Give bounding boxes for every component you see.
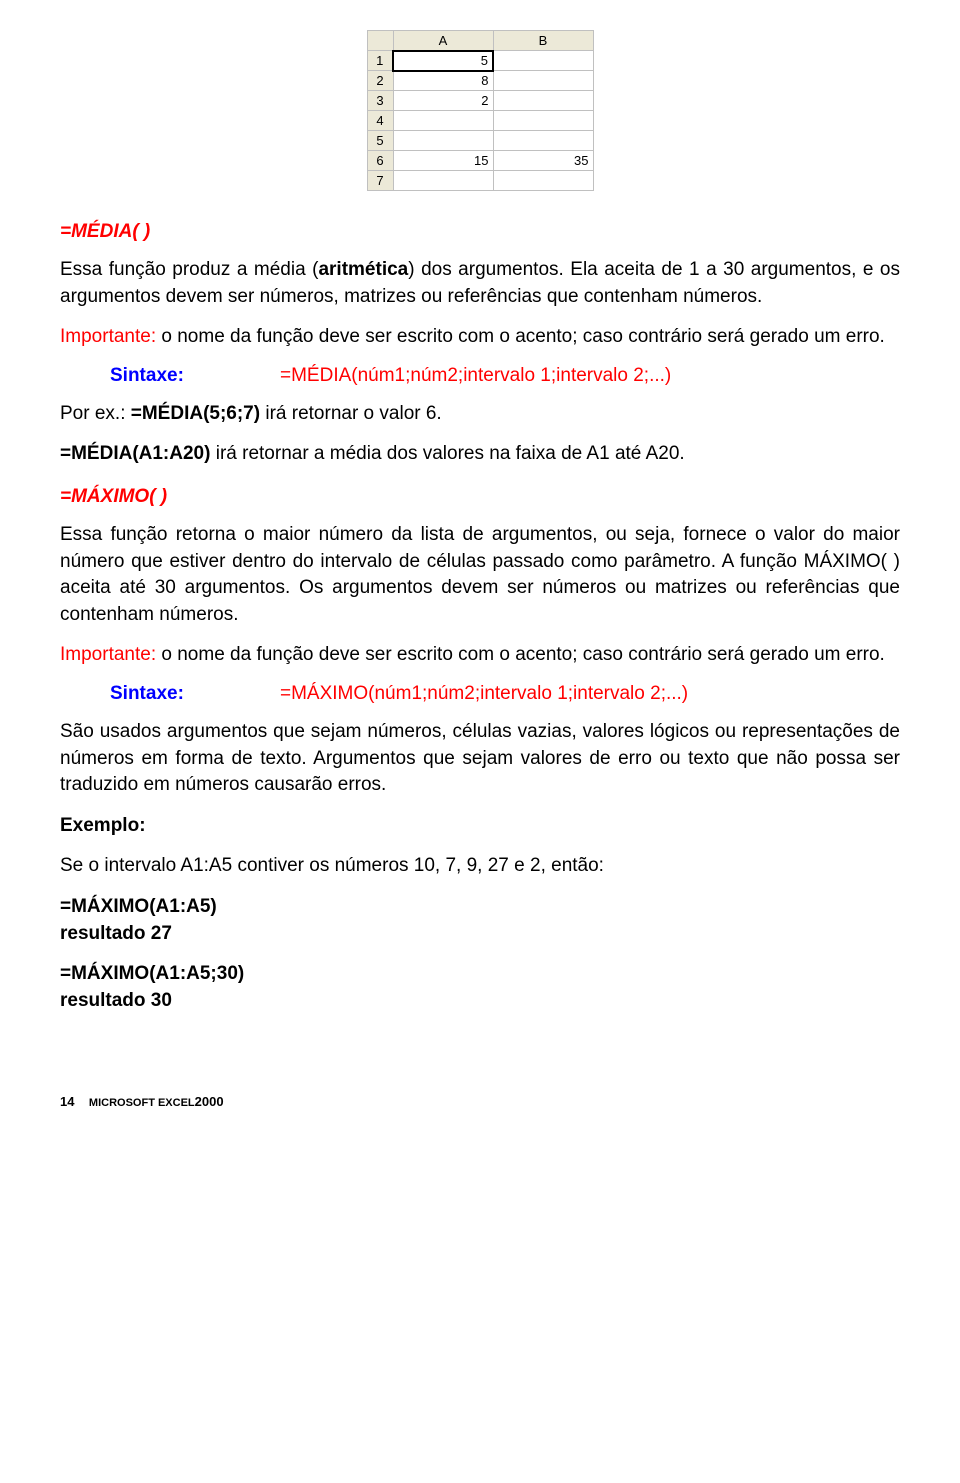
text-bold: aritmética	[318, 259, 408, 280]
result-1: =MÁXIMO(A1:A5) resultado 27	[60, 894, 900, 947]
cell-a2: 8	[393, 71, 493, 91]
result-text: resultado 27	[60, 923, 172, 944]
cell-a7	[393, 171, 493, 191]
cell-b1	[493, 51, 593, 71]
media-example-1: Por ex.: =MÉDIA(5;6;7) irá retornar o va…	[60, 401, 900, 428]
media-paragraph-1: Essa função produz a média (aritmética) …	[60, 257, 900, 310]
sintaxe-label: Sintaxe:	[60, 365, 280, 387]
footer-product: MICROSOFT EXCEL	[89, 1097, 195, 1109]
page-number: 14	[60, 1094, 74, 1109]
exemplo-text: Se o intervalo A1:A5 contiver os números…	[60, 853, 900, 880]
importante-text: o nome da função deve ser escrito com o …	[156, 326, 885, 347]
heading-maximo: =MÁXIMO( )	[60, 486, 900, 508]
col-header-b: B	[493, 31, 593, 51]
importante-label: Importante:	[60, 644, 156, 665]
row-header-5: 5	[367, 131, 393, 151]
text: irá retornar a média dos valores na faix…	[210, 443, 684, 464]
formula: =MÁXIMO(A1:A5)	[60, 896, 217, 917]
result-2: =MÁXIMO(A1:A5;30) resultado 30	[60, 961, 900, 1014]
media-sintaxe-row: Sintaxe: =MÉDIA(núm1;núm2;intervalo 1;in…	[60, 365, 900, 387]
text: irá retornar o valor 6.	[260, 403, 442, 424]
cell-a1: 5	[393, 51, 493, 71]
footer-year: 2000	[195, 1094, 224, 1109]
maximo-paragraph-2: São usados argumentos que sejam números,…	[60, 719, 900, 799]
corner-cell	[367, 31, 393, 51]
maximo-sintaxe-row: Sintaxe: =MÁXIMO(núm1;núm2;intervalo 1;i…	[60, 683, 900, 705]
result-text: resultado 30	[60, 990, 172, 1011]
text: Essa função produz a média (	[60, 259, 318, 280]
cell-a6: 15	[393, 151, 493, 171]
formula: =MÁXIMO(A1:A5;30)	[60, 963, 244, 984]
row-header-7: 7	[367, 171, 393, 191]
sintaxe-value: =MÁXIMO(núm1;núm2;intervalo 1;intervalo …	[280, 683, 688, 705]
maximo-paragraph-1: Essa função retorna o maior número da li…	[60, 522, 900, 628]
sintaxe-value: =MÉDIA(núm1;núm2;intervalo 1;intervalo 2…	[280, 365, 671, 387]
cell-b7	[493, 171, 593, 191]
spreadsheet-table: A B 1 5 2 8 3 2 4	[367, 30, 594, 191]
row-header-2: 2	[367, 71, 393, 91]
importante-text: o nome da função deve ser escrito com o …	[156, 644, 885, 665]
cell-b4	[493, 111, 593, 131]
cell-a5	[393, 131, 493, 151]
formula: =MÉDIA(5;6;7)	[131, 403, 260, 424]
importante-label: Importante:	[60, 326, 156, 347]
row-header-1: 1	[367, 51, 393, 71]
exemplo-label: Exemplo:	[60, 813, 900, 840]
media-example-2: =MÉDIA(A1:A20) irá retornar a média dos …	[60, 441, 900, 468]
cell-a4	[393, 111, 493, 131]
cell-b6: 35	[493, 151, 593, 171]
cell-b2	[493, 71, 593, 91]
page-footer: 14 MICROSOFT EXCEL2000	[60, 1094, 900, 1109]
media-importante: Importante: o nome da função deve ser es…	[60, 324, 900, 351]
col-header-a: A	[393, 31, 493, 51]
row-header-6: 6	[367, 151, 393, 171]
maximo-importante: Importante: o nome da função deve ser es…	[60, 642, 900, 669]
formula: =MÉDIA(A1:A20)	[60, 443, 210, 464]
row-header-4: 4	[367, 111, 393, 131]
row-header-3: 3	[367, 91, 393, 111]
spreadsheet-snippet: A B 1 5 2 8 3 2 4	[60, 30, 900, 191]
cell-b3	[493, 91, 593, 111]
cell-b5	[493, 131, 593, 151]
cell-a3: 2	[393, 91, 493, 111]
sintaxe-label: Sintaxe:	[60, 683, 280, 705]
heading-media: =MÉDIA( )	[60, 221, 900, 243]
text: Por ex.:	[60, 403, 131, 424]
